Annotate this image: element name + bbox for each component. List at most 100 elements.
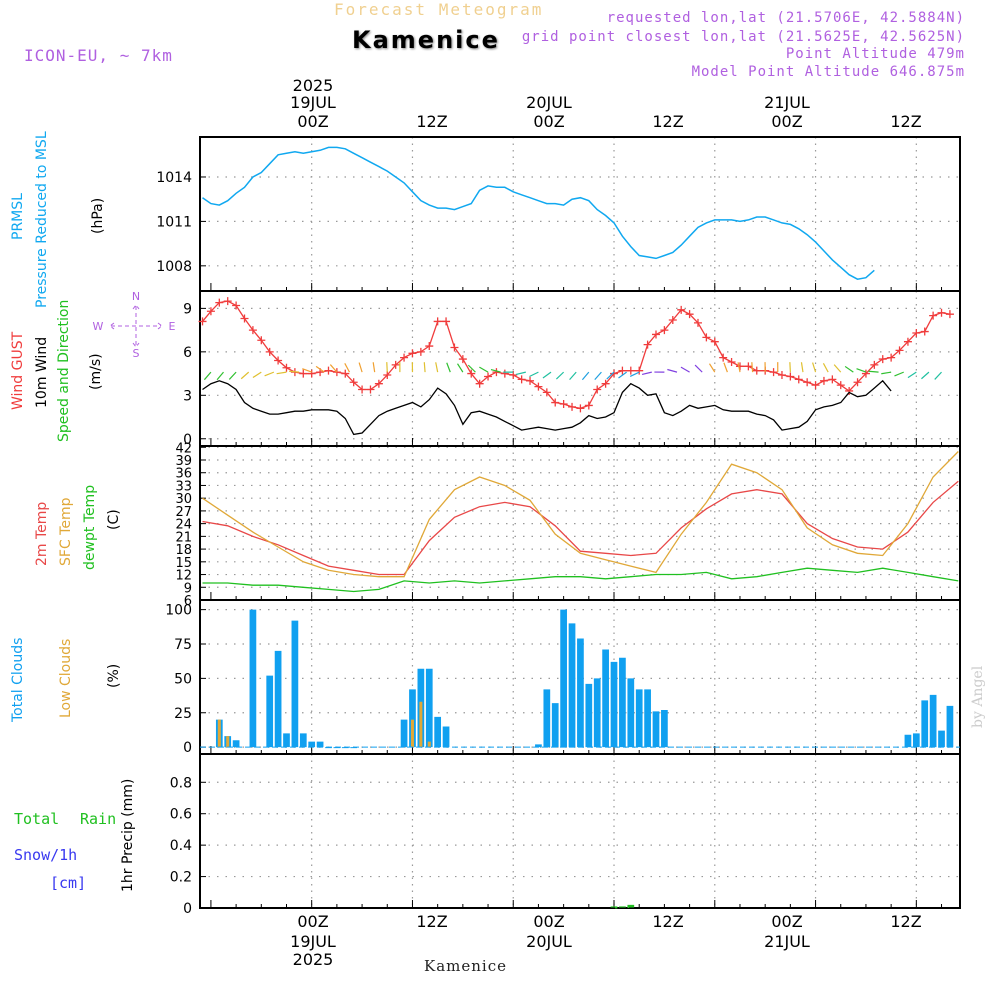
wind-gust-marker [727,357,736,366]
wind-direction-arrow [594,371,602,380]
wind-gust-marker [526,376,535,385]
wind-direction-arrow [723,362,728,373]
wind-gust-marker [920,327,929,336]
total-cloud-bar [602,649,609,748]
y-tick-label: 9 [184,581,192,596]
wind-gust-marker [861,369,870,378]
wind-gust-line [202,300,951,409]
wind-gust-marker [542,388,551,397]
compass-e: E [169,320,176,333]
forecast-meteogram-label: Forecast Meteogram [334,0,544,19]
wind-gust-marker [458,355,467,364]
wind-direction-arrow [907,371,917,379]
wind-gust-marker [240,314,249,323]
wind-direction-arrow [457,363,464,373]
bottom-location: Kamenice [424,957,507,975]
wind-direction-arrow [800,362,804,373]
panel-frame [199,136,961,292]
wind-gust-marker [668,315,677,324]
y-tick-label: 6 [184,594,192,609]
wind-gust-marker [618,366,627,375]
y-tick-label: 100 [165,603,192,619]
wind-direction-arrow [921,371,930,380]
y-tick-label: 39 [175,454,192,469]
total-cloud-bar [308,741,316,748]
wind-direction-arrow [641,371,652,376]
y-tick-label: 15 [175,556,192,571]
bottom-tick-4: 12Z [652,912,684,931]
y-tick-label: 50 [174,671,192,687]
wind-gust-marker [349,378,358,387]
wind-direction-arrow [515,371,526,376]
wind-gust-marker [786,372,795,381]
wind-gust-marker [945,310,954,319]
wind-gust-marker [643,340,652,349]
total-cloud-bar [442,726,450,748]
y-tick-label: 1008 [156,259,192,275]
bottom-tick-1: 00Z [297,912,329,931]
wind-direction-arrow [694,364,703,373]
wind-gust-marker [744,362,753,371]
wind-gust-marker [534,382,543,391]
wind-gust-marker [442,317,451,326]
total-cloud-bar [610,661,618,748]
wind-gust-marker [358,385,367,394]
wind-gust-marker [702,333,711,342]
top-hour-2: 00Z [533,112,565,131]
rain-bar [610,906,618,909]
top-day-3: 21JUL [764,93,810,112]
top-noon-3: 12Z [890,112,922,131]
total-cloud-bar [299,733,307,748]
wind-gust-marker [693,318,702,327]
wind-gust-marker [509,371,518,380]
wind-direction-arrow [789,362,791,373]
wind-direction-arrow [555,371,565,380]
model-altitude: Model Point Altitude 646.875m [691,64,965,80]
wind-direction-arrow [737,362,741,373]
total-cloud-bar [635,689,643,748]
compass-s: S [133,347,140,360]
y-tick-label: 0.4 [170,838,192,854]
wind-direction-arrow [542,371,552,379]
wind-gust-marker [819,376,828,385]
wind-gust-marker [912,329,921,338]
wind-direction-arrow [289,370,300,373]
total-rain-label-a: Total [14,810,60,828]
wind-direction-arrow [529,371,539,378]
wind-gust-marker [324,366,333,375]
total-cloud-bar [619,657,626,748]
total-cloud-bar [627,678,635,748]
pressure-line [202,146,875,280]
wind-direction-arrow [216,371,224,381]
total-cloud-bar [425,668,433,748]
total-cloud-bar [274,650,282,748]
wind-direction-arrow [490,368,501,373]
wind-gust-marker [282,363,291,372]
wind-direction-arrow [203,371,212,381]
total-cloud-bar [652,711,660,748]
bottom-tick-6: 12Z [890,912,922,931]
top-noon-2: 12Z [652,112,684,131]
wind-gust-marker [484,372,493,381]
wind-direction-arrow [467,364,476,373]
y-tick-label: 6 [183,345,192,361]
total-cloud-bar [409,689,416,748]
wind-gust-marker [878,355,887,364]
wind-gust-marker [257,336,266,345]
wind-direction-arrow [934,371,942,380]
y-tick-label: 75 [174,637,192,653]
wind-direction-arrow [264,371,275,377]
y-tick-label: 9 [183,301,192,317]
wind-gust-marker [299,369,308,378]
compass-n: N [132,290,140,303]
rain-bar [619,906,626,909]
wind-gust-marker [215,298,224,307]
low-cloud-bar [226,736,230,748]
total-cloud-bar [644,689,651,748]
y-tick-label: 1011 [156,214,192,230]
top-noon-1: 12Z [416,112,448,131]
wind-gust-marker [677,305,686,314]
y-tick-label: 25 [174,706,192,722]
wind-direction-arrow [751,362,754,373]
dewpt-line [202,567,959,593]
